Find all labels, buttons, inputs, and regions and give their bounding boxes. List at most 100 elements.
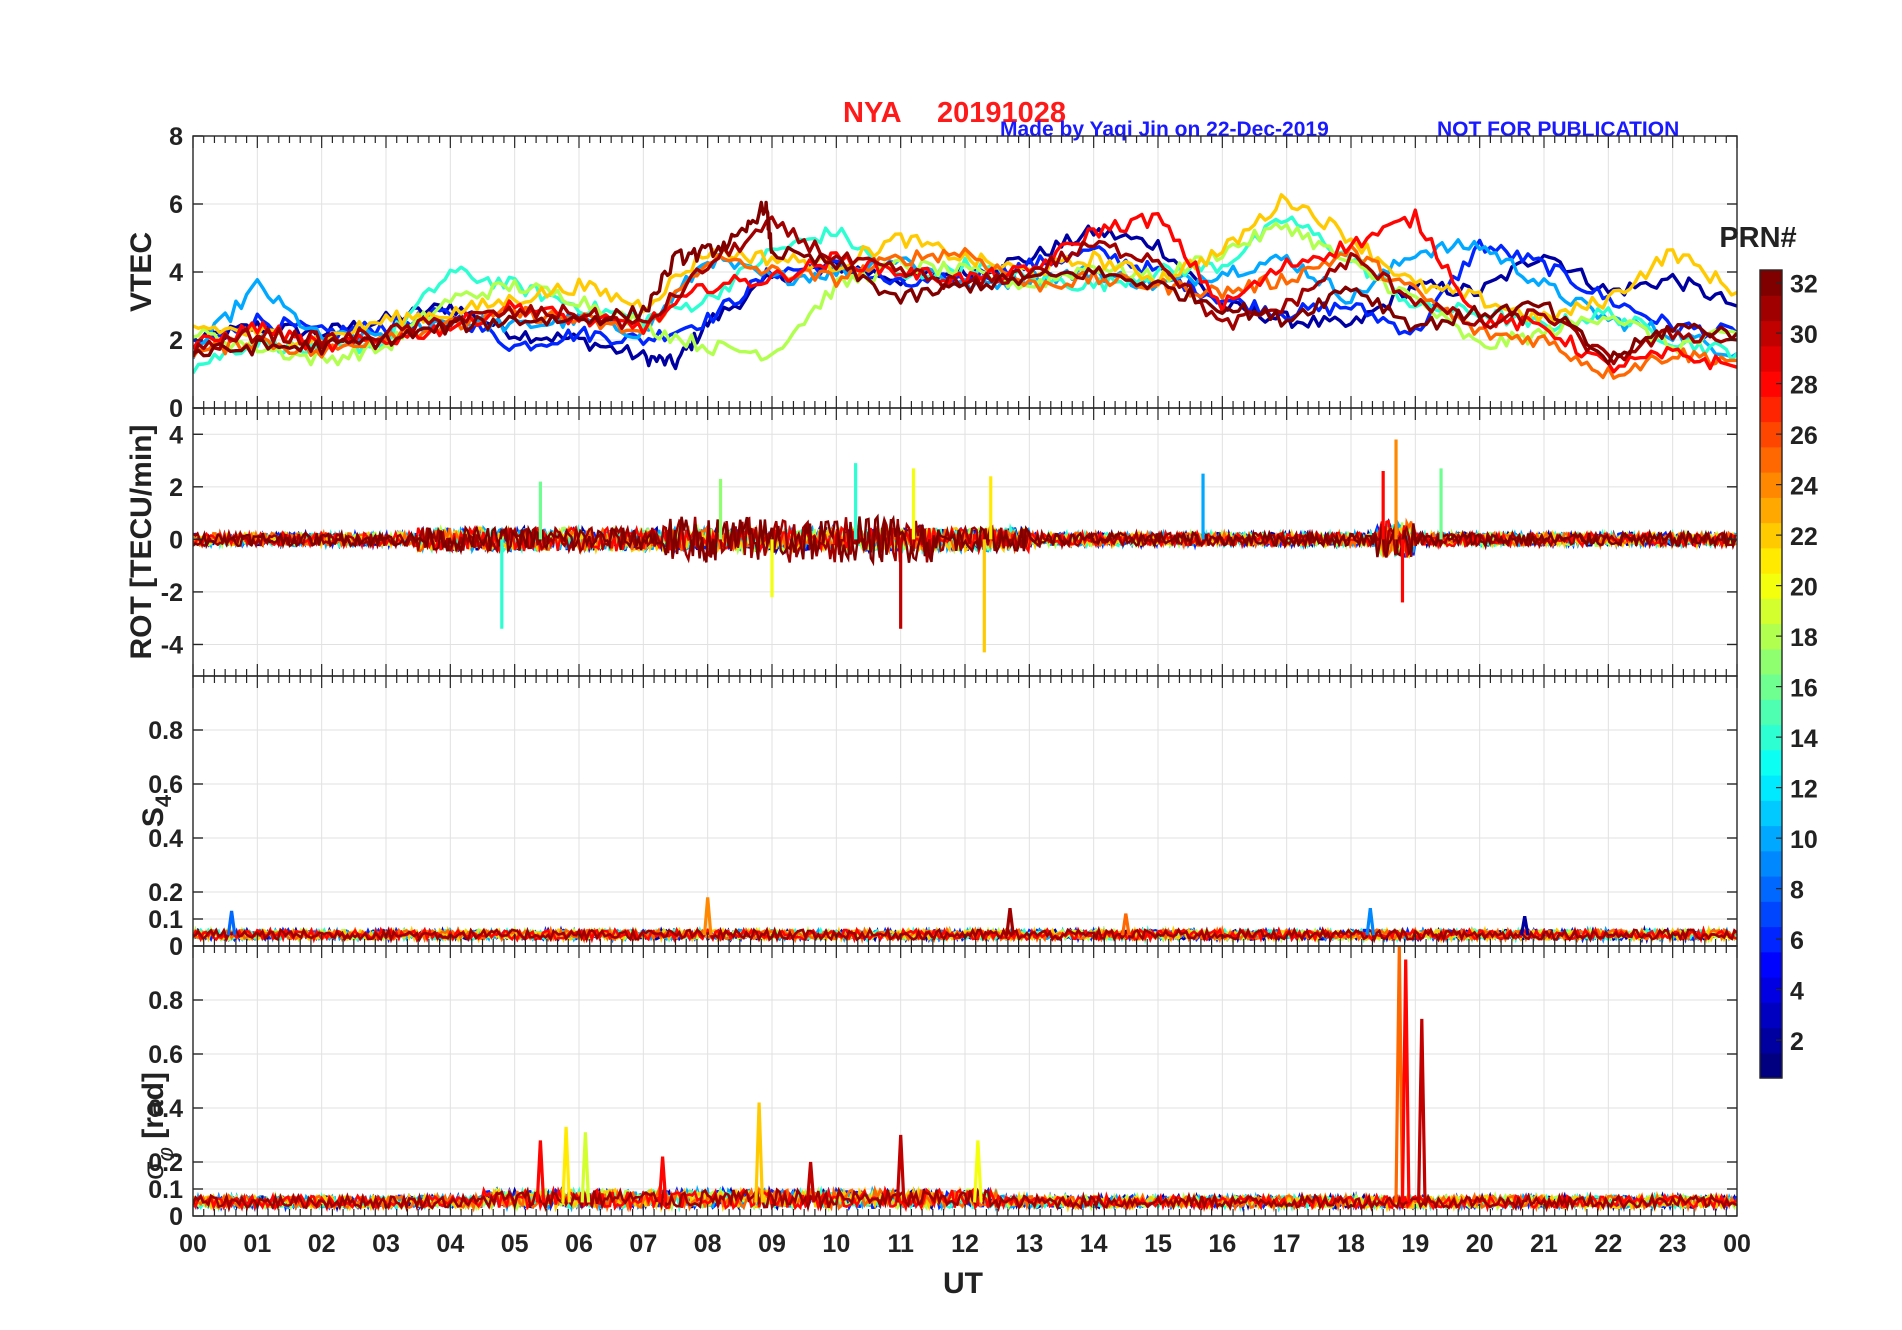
s4-ytick-label: 0.4 [148, 825, 183, 853]
x-tick-label: 14 [1080, 1230, 1108, 1258]
colorbar-segment [1760, 295, 1782, 322]
colorbar-segment [1760, 522, 1782, 549]
x-tick-label: 02 [308, 1230, 336, 1258]
x-tick-label: 18 [1337, 1230, 1365, 1258]
colorbar-segment [1760, 371, 1782, 397]
s4-axis-label: S4 [137, 794, 176, 827]
colorbar-segment [1760, 699, 1782, 726]
sigma_phi-peak [754, 1102, 764, 1203]
x-axis-label: UT [943, 1267, 983, 1300]
colorbar-segment [1760, 547, 1782, 574]
vtec-series-prn-18 [193, 221, 1737, 367]
s4-peak [702, 897, 713, 936]
colorbar-segment [1760, 876, 1782, 902]
sigma-phi-axis-label: σφ [rad] [137, 1072, 178, 1180]
colorbar-segment [1760, 951, 1782, 978]
station-name: NYA [843, 97, 902, 129]
s4-ytick-label: 0 [169, 933, 183, 961]
x-tick-label: 04 [436, 1230, 464, 1258]
s4-ytick-label: 0.1 [148, 906, 183, 934]
sigma_phi-ytick-label: 0.6 [148, 1041, 183, 1069]
rot-ytick-label: -2 [161, 579, 183, 607]
x-tick-label: 21 [1530, 1230, 1558, 1258]
colorbar-segment [1760, 472, 1782, 498]
x-tick-label: 15 [1144, 1230, 1172, 1258]
sigma_phi-ytick-label: 0.8 [148, 987, 183, 1015]
s4-ytick-label: 0.8 [148, 717, 183, 745]
vtec-axis-label: VTEC [125, 232, 158, 312]
colorbar-tick-label: 26 [1790, 422, 1818, 450]
x-tick-label: 06 [565, 1230, 593, 1258]
colorbar-segment [1760, 850, 1782, 877]
colorbar-segment [1760, 421, 1782, 448]
colorbar-tick-label: 28 [1790, 372, 1818, 400]
colorbar-segment [1760, 749, 1782, 776]
sigma_phi-peak [580, 1132, 591, 1203]
colorbar-tick-label: 10 [1790, 826, 1818, 854]
colorbar-segment [1760, 497, 1782, 524]
vtec-data [193, 193, 1737, 380]
colorbar-tick-label: 30 [1790, 321, 1818, 349]
s4-ytick-label: 0.2 [148, 879, 183, 907]
colorbar-tick-label: 32 [1790, 271, 1818, 299]
colorbar-segment [1760, 977, 1782, 1003]
x-tick-label: 05 [501, 1230, 529, 1258]
x-tick-label: 00 [1723, 1230, 1751, 1258]
colorbar-tick-label: 18 [1790, 624, 1818, 652]
vtec-ytick-label: 0 [169, 395, 183, 423]
colorbar-segment [1760, 800, 1782, 827]
colorbar-tick-label: 6 [1790, 927, 1804, 955]
x-tick-label: 12 [951, 1230, 979, 1258]
x-tick-label: 23 [1659, 1230, 1687, 1258]
figure-header: NYA 20191028 Made by Yaqi Jin on 22-Dec-… [843, 97, 1679, 141]
x-tick-label: 08 [694, 1230, 722, 1258]
vtec-ytick-label: 4 [169, 259, 183, 287]
vtec-ytick-label: 6 [169, 191, 183, 219]
rot-data [193, 439, 1737, 653]
rot-ytick-label: -4 [161, 631, 183, 659]
s4-peak [1121, 913, 1131, 936]
x-axis: UT 00 01 02 03 04 05 06 07 08 09 10 11 12 13 14 15 16 17 1… [179, 1230, 1751, 1300]
colorbar-title: PRN# [1719, 222, 1796, 254]
x-tick-label: 11 [887, 1230, 914, 1258]
colorbar-segment [1760, 825, 1782, 852]
vtec-series-prn-25 [193, 243, 1737, 380]
colorbar-tick-label: 22 [1790, 523, 1818, 551]
colorbar-segment [1760, 724, 1782, 751]
credit-text: Made by Yaqi Jin on 22-Dec-2019 [1000, 118, 1329, 141]
sigma_phi-peak [973, 1140, 983, 1203]
sigma_phi-peak [895, 1134, 906, 1203]
sigma_phi-ytick-label: 0.4 [148, 1095, 183, 1123]
colorbar-segment [1760, 270, 1782, 296]
sigma_phi-series-prn-31 [193, 1185, 1737, 1213]
vtec-series-prn-32 [193, 200, 1737, 366]
colorbar-tick-label: 16 [1790, 675, 1818, 703]
s4-peak [1005, 908, 1015, 936]
sigma_phi-peak [561, 1126, 571, 1203]
rot-axis-label: ROT [TECU/min] [125, 425, 158, 660]
rot-series-prn-32 [193, 513, 1737, 567]
colorbar-segment [1760, 623, 1782, 650]
rot-ytick-label: 2 [169, 474, 183, 502]
sigma_phi-ytick-label: 0.1 [148, 1176, 183, 1204]
colorbar-segment [1760, 573, 1782, 599]
x-tick-label: 22 [1594, 1230, 1622, 1258]
x-tick-label: 17 [1273, 1230, 1301, 1258]
colorbar-tick-label: 8 [1790, 877, 1804, 905]
colorbar-segment [1760, 345, 1782, 372]
sigma_phi-panel: 00.10.2 0.4 0.6 0.8 σφ [rad] [137, 945, 1738, 1231]
sigma_phi-ytick-label: 0.2 [148, 1149, 183, 1177]
x-tick-label: 20 [1466, 1230, 1494, 1258]
colorbar-segment [1760, 775, 1782, 801]
vtec-ytick-label: 8 [169, 123, 183, 151]
x-tick-label: 01 [243, 1230, 271, 1258]
sigma_phi-peak [657, 1156, 668, 1203]
colorbar-tick-label: 24 [1790, 473, 1818, 501]
colorbar-segment [1760, 1052, 1782, 1079]
sigma_phi-peak [1394, 946, 1405, 1203]
colorbar-segment [1760, 396, 1782, 423]
sigma_phi-peak [1400, 959, 1411, 1203]
sigma_phi-peak [535, 1140, 546, 1203]
x-tick-label: 09 [758, 1230, 786, 1258]
